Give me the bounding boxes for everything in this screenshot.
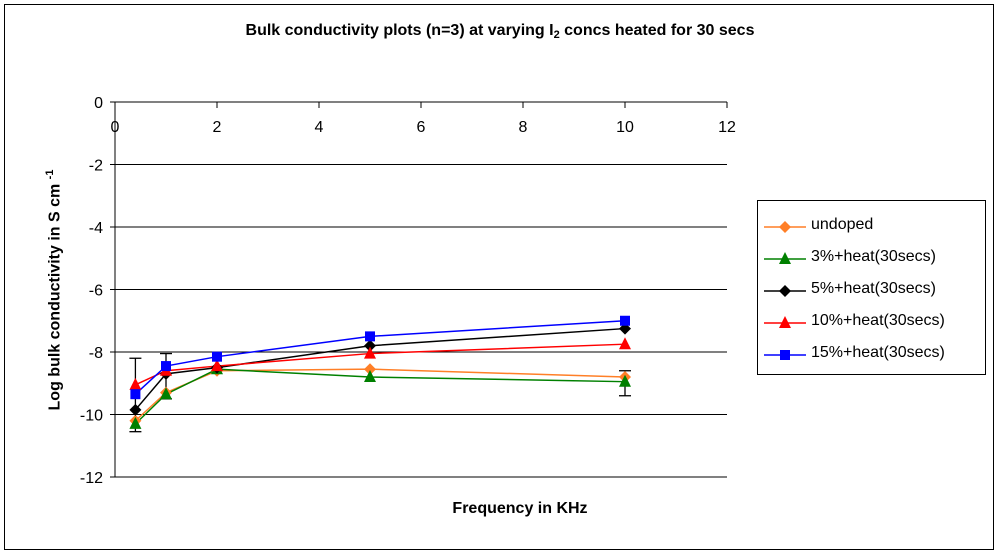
data-point-s2-p3	[364, 339, 376, 352]
legend-item-4: 15%+heat(30secs)	[758, 339, 985, 369]
data-point-s4-p0	[130, 389, 141, 400]
series-line-1	[134, 368, 626, 425]
legend-label-1: 3%+heat(30secs)	[811, 248, 936, 265]
data-point-s3-p4	[619, 337, 631, 350]
data-point-s1-p4	[619, 374, 631, 387]
data-point-s1-p3	[364, 370, 376, 382]
series-line-4	[134, 320, 626, 395]
data-point-s0-p3	[364, 363, 376, 376]
data-point-s3-p2	[211, 359, 223, 372]
y-tick-label--2: -2	[89, 158, 103, 175]
data-point-s1-p0	[129, 416, 142, 429]
x-tick-label-12: 12	[718, 119, 736, 136]
legend-label-3: 10%+heat(30secs)	[811, 312, 945, 329]
title-subscript: 2	[553, 29, 560, 41]
data-point-s4-p1	[161, 361, 171, 372]
legend-swatch-1	[764, 252, 806, 264]
legend-label-4: 15%+heat(30secs)	[811, 344, 945, 361]
legend: undoped 3%+heat(30secs) 5%+heat(30secs) 10%…	[757, 200, 986, 375]
data-point-s3-p0	[129, 377, 142, 390]
data-point-s4-p4	[620, 315, 630, 326]
legend-swatch-2	[764, 285, 806, 297]
y-tick-label-0: 0	[94, 95, 103, 112]
y-tick-label--6: -6	[89, 283, 103, 300]
x-tick-label-2: 2	[213, 119, 222, 136]
x-tick-label-0: 0	[111, 119, 120, 136]
legend-item-0: undoped	[758, 211, 985, 241]
y-axis-label: Log bulk conductivity in S cm -1	[44, 169, 64, 411]
data-point-s4-p3	[365, 331, 375, 342]
series-line-3	[135, 343, 626, 386]
data-point-s1-p1	[160, 387, 172, 400]
legend-label-0: undoped	[811, 216, 874, 233]
y-tick-label--8: -8	[89, 345, 103, 362]
y-tick-label--10: -10	[80, 408, 103, 425]
x-tick-label-4: 4	[315, 119, 324, 136]
legend-item-2: 5%+heat(30secs)	[758, 275, 985, 305]
data-point-s4-p2	[212, 351, 222, 362]
x-axis-label: Frequency in KHz	[452, 500, 588, 517]
legend-swatch-3	[764, 316, 806, 328]
x-tick-label-6: 6	[417, 119, 426, 136]
data-point-s3-p3	[364, 346, 376, 359]
x-tick-label-8: 8	[519, 119, 528, 136]
legend-swatch-0	[764, 221, 806, 233]
x-tick-label-10: 10	[616, 119, 634, 136]
legend-item-1: 3%+heat(30secs)	[758, 243, 985, 273]
legend-swatch-4	[764, 350, 806, 360]
legend-item-3: 10%+heat(30secs)	[758, 307, 985, 337]
legend-label-2: 5%+heat(30secs)	[811, 280, 936, 297]
data-point-s2-p0	[129, 403, 142, 416]
y-tick-label--12: -12	[80, 470, 103, 487]
y-tick-label--4: -4	[89, 220, 103, 237]
y-axis-label-superscript: -1	[44, 169, 56, 180]
chart-title: Bulk conductivity plots (n=3) at varying…	[245, 22, 755, 41]
